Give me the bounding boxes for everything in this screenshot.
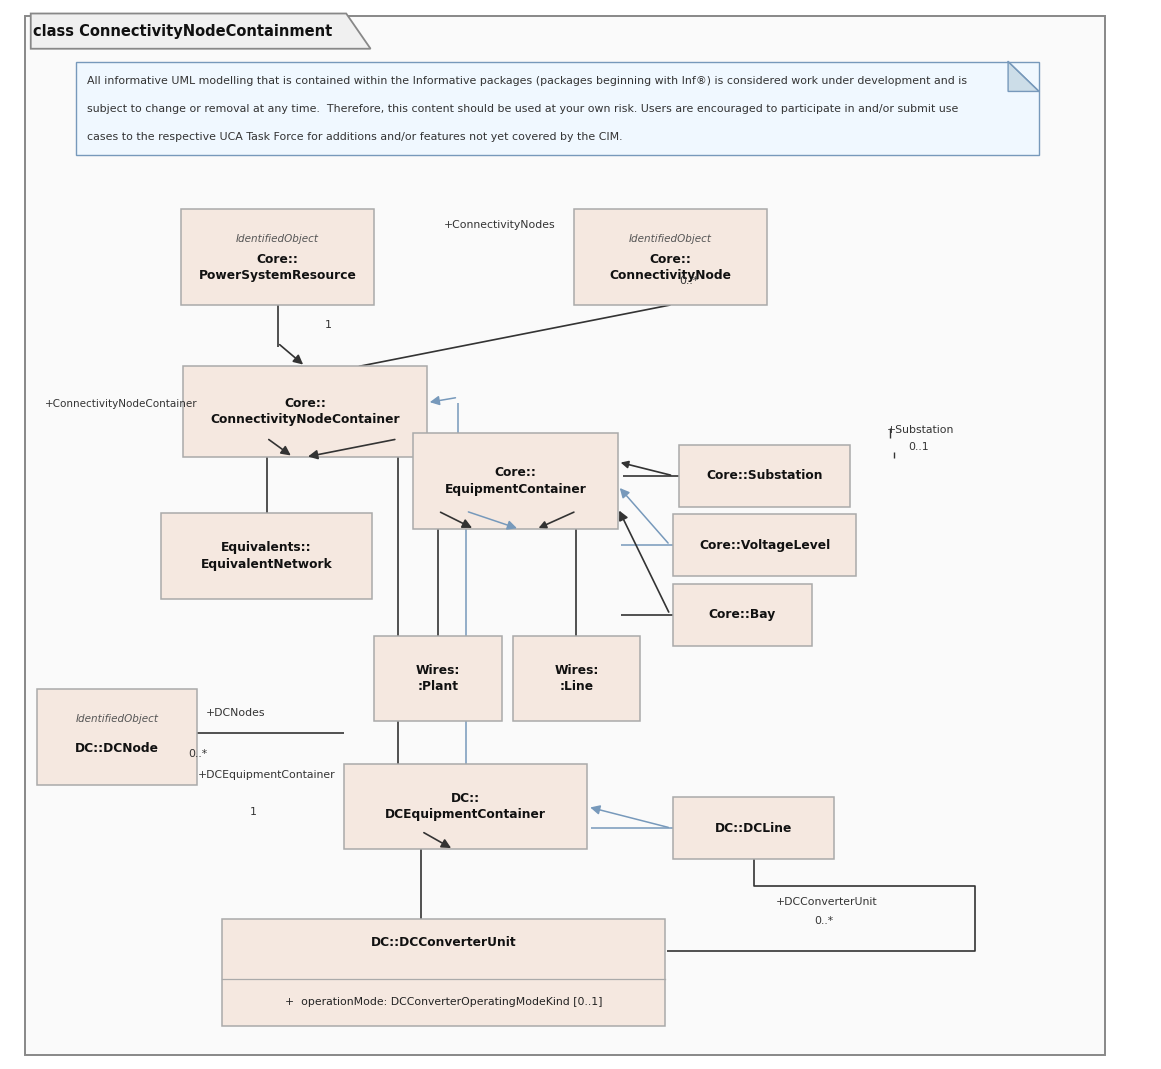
- Text: IdentifiedObject: IdentifiedObject: [75, 714, 159, 724]
- Text: 0..*: 0..*: [188, 749, 208, 759]
- Text: +DCNodes: +DCNodes: [207, 709, 266, 718]
- Text: +ConnectivityNodeContainer: +ConnectivityNodeContainer: [45, 399, 197, 409]
- FancyBboxPatch shape: [37, 690, 197, 786]
- Text: Equivalents::
EquivalentNetwork: Equivalents:: EquivalentNetwork: [201, 541, 332, 571]
- Text: Core::
PowerSystemResource: Core:: PowerSystemResource: [199, 253, 356, 282]
- Text: DC::DCConverterUnit: DC::DCConverterUnit: [370, 935, 517, 949]
- Text: +  operationMode: DCConverterOperatingModeKind [0..1]: + operationMode: DCConverterOperatingMod…: [284, 997, 603, 1007]
- Text: Wires:
:Plant: Wires: :Plant: [416, 664, 460, 694]
- FancyBboxPatch shape: [673, 797, 834, 859]
- Text: Core::Substation: Core::Substation: [706, 469, 823, 482]
- Polygon shape: [30, 14, 370, 49]
- Text: All informative UML modelling that is contained within the Informative packages : All informative UML modelling that is co…: [87, 77, 967, 87]
- Text: IdentifiedObject: IdentifiedObject: [236, 234, 319, 244]
- Text: class ConnectivityNodeContainment: class ConnectivityNodeContainment: [33, 24, 332, 38]
- Polygon shape: [1008, 62, 1039, 92]
- Text: 1: 1: [325, 320, 332, 330]
- FancyBboxPatch shape: [26, 16, 1105, 1055]
- Text: cases to the respective UCA Task Force for additions and/or features not yet cov: cases to the respective UCA Task Force f…: [87, 131, 622, 142]
- Text: Core::
EquipmentContainer: Core:: EquipmentContainer: [445, 466, 586, 496]
- Text: 0..1: 0..1: [908, 441, 929, 452]
- Text: +ConnectivityNodes: +ConnectivityNodes: [444, 220, 555, 230]
- Text: +DCConverterUnit: +DCConverterUnit: [776, 897, 878, 907]
- FancyBboxPatch shape: [513, 636, 640, 722]
- Text: 1: 1: [250, 807, 257, 817]
- Text: Core::VoltageLevel: Core::VoltageLevel: [699, 539, 830, 552]
- Text: Core::Bay: Core::Bay: [709, 608, 776, 621]
- FancyBboxPatch shape: [413, 433, 618, 529]
- Text: subject to change or removal at any time.  Therefore, this content should be use: subject to change or removal at any time…: [87, 105, 959, 114]
- Text: Core::
ConnectivityNodeContainer: Core:: ConnectivityNodeContainer: [210, 397, 401, 427]
- FancyBboxPatch shape: [574, 208, 767, 305]
- Text: Core::
ConnectivityNode: Core:: ConnectivityNode: [610, 253, 731, 282]
- FancyBboxPatch shape: [673, 584, 812, 646]
- Text: +Substation: +Substation: [886, 424, 953, 435]
- Text: Wires:
:Line: Wires: :Line: [554, 664, 599, 694]
- Text: +DCEquipmentContainer: +DCEquipmentContainer: [197, 770, 336, 779]
- Text: DC::DCLine: DC::DCLine: [715, 822, 792, 835]
- FancyBboxPatch shape: [679, 445, 850, 507]
- FancyBboxPatch shape: [375, 636, 502, 722]
- Text: DC::DCNode: DC::DCNode: [75, 742, 159, 755]
- FancyBboxPatch shape: [77, 62, 1039, 155]
- FancyBboxPatch shape: [183, 367, 427, 458]
- FancyBboxPatch shape: [161, 513, 372, 599]
- Text: 0..*: 0..*: [679, 277, 699, 286]
- FancyBboxPatch shape: [222, 919, 665, 1025]
- FancyBboxPatch shape: [181, 208, 375, 305]
- FancyBboxPatch shape: [673, 514, 856, 576]
- FancyBboxPatch shape: [344, 764, 587, 850]
- Text: IdentifiedObject: IdentifiedObject: [629, 234, 712, 244]
- Text: 0..*: 0..*: [814, 916, 834, 926]
- Text: DC::
DCEquipmentContainer: DC:: DCEquipmentContainer: [385, 792, 546, 821]
